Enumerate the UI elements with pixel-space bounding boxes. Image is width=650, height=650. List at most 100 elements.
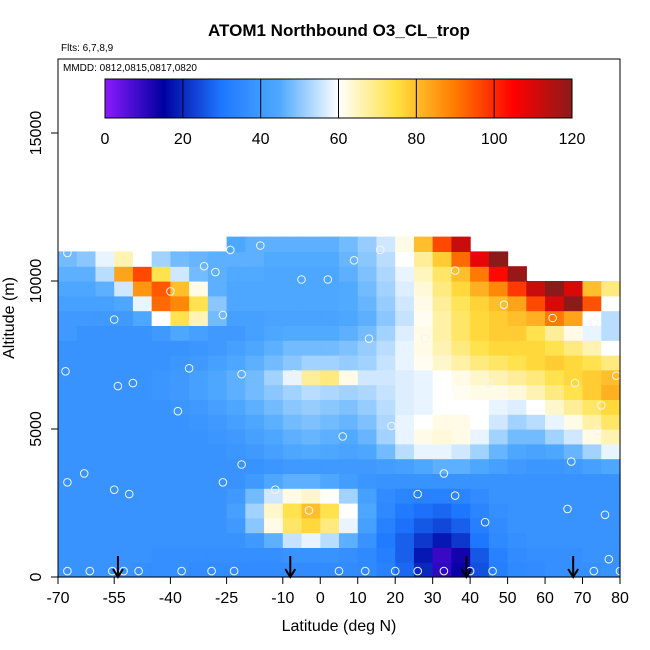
heatmap-cell: [582, 384, 602, 400]
heatmap-cell: [132, 384, 153, 400]
heatmap-cell: [545, 488, 565, 504]
heatmap-cell: [58, 414, 78, 430]
heatmap-cell: [58, 310, 78, 326]
heatmap-cell: [151, 281, 171, 297]
heatmap-cell: [526, 325, 546, 341]
heatmap-cell: [76, 399, 97, 415]
x-tick-label: 40: [461, 590, 479, 607]
heatmap-cell: [245, 562, 265, 578]
heatmap-cell: [563, 503, 584, 519]
heatmap-cell: [563, 369, 584, 386]
heatmap-cell: [151, 399, 171, 415]
heatmap-cell: [151, 458, 171, 474]
heatmap-cell: [207, 399, 228, 415]
colorbar-tick-label: 60: [330, 131, 348, 148]
heatmap-cell: [470, 266, 490, 282]
heatmap-cell: [507, 340, 527, 356]
heatmap-cell: [189, 384, 209, 400]
heatmap-cell: [320, 488, 340, 504]
heatmap-cell: [601, 281, 621, 297]
heatmap-cell: [376, 458, 396, 474]
heatmap-cell: [470, 532, 490, 548]
heatmap-cell: [264, 429, 284, 445]
heatmap-cell: [320, 547, 340, 563]
y-tick-label: 5000: [28, 411, 45, 447]
heatmap-cell: [376, 281, 396, 297]
heatmap-cell: [320, 399, 340, 415]
heatmap-cell: [601, 384, 621, 400]
heatmap-cell: [264, 384, 284, 400]
heatmap-cell: [545, 443, 565, 460]
heatmap-cell: [507, 384, 527, 400]
heatmap-cell: [226, 458, 246, 474]
observation-point: [304, 506, 314, 515]
heatmap-cell: [376, 369, 396, 386]
heatmap-cell: [132, 503, 153, 519]
heatmap-cell: [58, 488, 78, 504]
heatmap-cell: [339, 251, 359, 267]
heatmap-cell: [207, 517, 228, 534]
heatmap-cell: [488, 266, 509, 282]
heatmap-cell: [226, 310, 246, 326]
heatmap-cell: [95, 369, 115, 386]
heatmap-cell: [488, 429, 509, 445]
heatmap-cell: [451, 414, 471, 430]
heatmap-cell: [545, 503, 565, 519]
heatmap-cell: [301, 310, 321, 326]
heatmap-cell: [132, 281, 153, 297]
heatmap-cell: [301, 281, 321, 297]
heatmap-cell: [376, 355, 396, 371]
heatmap-cell: [170, 414, 190, 430]
heatmap-cell: [601, 369, 621, 386]
heatmap-cell: [488, 399, 509, 415]
heatmap-cell: [245, 295, 265, 312]
observation-point: [109, 485, 119, 495]
heatmap-cell: [58, 517, 78, 534]
y-axis: 0 5000 10000 15000: [28, 111, 58, 581]
heatmap-cell: [245, 488, 265, 504]
observation-point: [338, 432, 348, 441]
heatmap-cell: [320, 295, 340, 312]
heatmap-cell: [488, 458, 509, 474]
heatmap-cell: [132, 325, 153, 341]
heatmap-cell: [395, 458, 415, 474]
heatmap-cell: [320, 384, 340, 400]
heatmap-cell: [245, 517, 265, 534]
heatmap-cell: [357, 369, 378, 386]
heatmap-cell: [507, 325, 527, 341]
heatmap-cell: [470, 443, 490, 460]
heatmap-cell: [339, 503, 359, 519]
heatmap-cell: [189, 429, 209, 445]
heatmap-cell: [226, 251, 246, 267]
heatmap-cell: [95, 414, 115, 430]
heatmap-cell: [470, 429, 490, 445]
heatmap-cell: [395, 473, 415, 489]
heatmap-cell: [451, 384, 471, 400]
heatmap-cell: [582, 503, 602, 519]
heatmap-cell: [207, 443, 228, 460]
heatmap-cell: [582, 458, 602, 474]
heatmap-cell: [114, 458, 134, 474]
heatmap-cell: [170, 295, 190, 312]
heatmap-cell: [582, 562, 602, 578]
heatmap-cell: [413, 562, 434, 578]
heatmap-cell: [339, 369, 359, 386]
heatmap-cell: [376, 310, 396, 326]
heatmap-cell: [207, 325, 228, 341]
heatmap-cell: [301, 488, 321, 504]
heatmap-cell: [170, 369, 190, 386]
heatmap-cell: [563, 458, 584, 474]
heatmap-cell: [226, 488, 246, 504]
heatmap-cell: [526, 517, 546, 534]
heatmap-cell: [226, 355, 246, 371]
heatmap-cell: [95, 325, 115, 341]
heatmap-cell: [245, 429, 265, 445]
heatmap-cell: [189, 281, 209, 297]
heatmap-cell: [488, 281, 509, 297]
observation-point: [289, 369, 299, 379]
heatmap-cell: [432, 295, 452, 312]
heatmap-cell: [413, 266, 434, 282]
observation-point: [413, 566, 423, 576]
heatmap-cell: [301, 369, 321, 386]
heatmap-cell: [357, 399, 378, 415]
